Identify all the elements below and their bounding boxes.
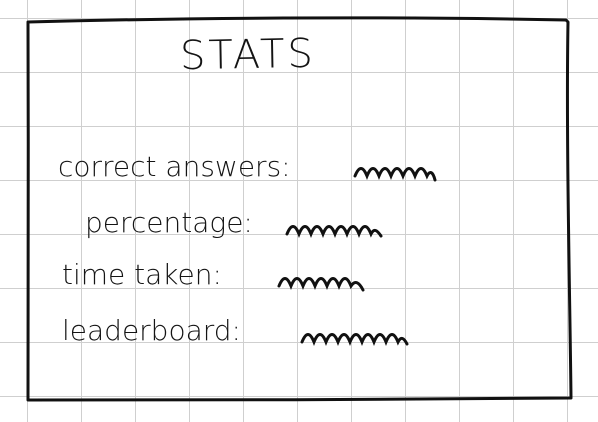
stat-row-percentage: percentage: [85, 206, 405, 246]
correct-answers-placeholder-squiggle [353, 167, 437, 182]
leaderboard-placeholder-squiggle [300, 333, 409, 347]
time-taken-label: time taken: [62, 258, 222, 291]
time-taken-placeholder-squiggle [277, 277, 365, 292]
stat-row-time-taken: time taken: [62, 258, 382, 298]
page-title: STATS [179, 30, 317, 80]
leaderboard-label: leaderboard: [62, 314, 241, 347]
percentage-placeholder-squiggle [285, 225, 383, 239]
correct-answers-label: correct answers: [58, 150, 291, 183]
stat-row-leaderboard: leaderboard: [62, 314, 422, 354]
stat-row-correct-answers: correct answers: [58, 150, 458, 190]
percentage-label: percentage: [85, 206, 253, 239]
